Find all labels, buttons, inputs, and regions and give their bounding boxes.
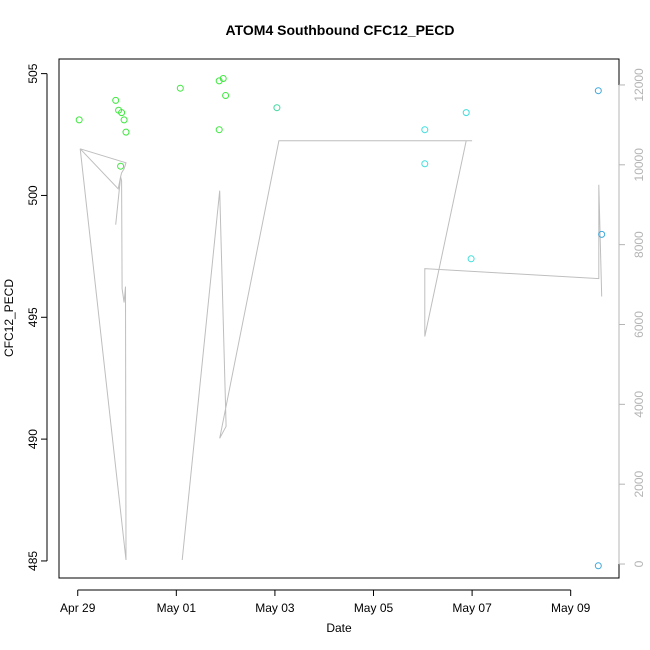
data-point-3 [118,109,126,117]
data-point-16 [467,255,475,263]
points-layer [75,75,606,570]
y-axis-label: CFC12_PECD [2,279,16,357]
data-point-11 [215,126,223,134]
data-point-18 [598,230,606,238]
y2-tick-label-4: 8000 [632,231,646,258]
x-tick-label-5: May 09 [551,601,591,615]
x-tick-label-2: May 03 [255,601,295,615]
data-point-4 [120,116,128,124]
data-point-17 [594,87,602,95]
line-series-segment-0 [79,148,127,190]
line-series-segment-2 [181,140,603,561]
y-axis-left: 485 490 495 500 505 [26,63,48,571]
y2-tick-label-2: 4000 [632,391,646,418]
y2-tick-label-3: 6000 [632,311,646,338]
y-tick-label-3: 500 [26,185,40,205]
data-point-13 [421,126,429,134]
data-point-19 [594,562,602,570]
data-point-14 [421,160,429,168]
y-tick-label-0: 485 [26,551,40,571]
data-point-6 [117,162,125,170]
data-point-0 [75,116,83,124]
x-tick-label-3: May 05 [354,601,394,615]
data-point-1 [112,96,120,104]
data-point-9 [219,75,227,82]
y2-tick-label-0: 0 [632,560,646,567]
x-tick-label-1: May 01 [157,601,197,615]
y2-tick-label-6: 12000 [632,68,646,102]
y2-tick-label-5: 10000 [632,148,646,182]
data-point-7 [176,84,184,92]
y-axis-right: 0 2000 4000 6000 8000 10000 12000 [618,68,646,567]
x-axis: Apr 29 May 01 May 03 May 05 May 07 May 09 [60,589,591,615]
line-series-layer [79,140,603,561]
y2-tick-label-1: 2000 [632,471,646,498]
y-tick-label-4: 505 [26,63,40,83]
y-tick-label-1: 490 [26,429,40,449]
chart-title: ATOM4 Southbound CFC12_PECD [226,22,455,38]
x-tick-label-4: May 07 [452,601,492,615]
y-tick-label-2: 495 [26,307,40,327]
data-point-10 [222,92,230,99]
data-point-15 [462,109,470,117]
x-tick-label-0: Apr 29 [60,601,96,615]
line-series-segment-1 [79,148,127,561]
x-axis-label: Date [326,621,352,635]
plot-frame [58,58,620,579]
data-point-12 [273,104,281,112]
data-point-5 [122,128,130,136]
